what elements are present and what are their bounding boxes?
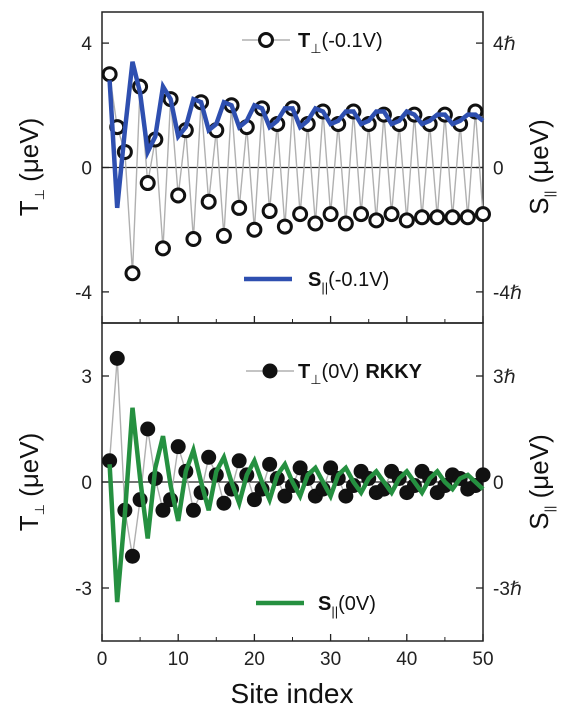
t-open-point [414,209,431,226]
top-left-ylabel-sub: ⊥ [32,189,47,200]
right-tick-label: -3ℏ [493,579,522,600]
legend-t0-label: T⊥(0V) RKKY [298,361,423,387]
legend-filled-circle-marker [262,363,278,379]
t-filled-point [323,460,339,476]
left-tick-label: -3 [75,579,92,600]
x-tick-label: 10 [168,649,189,670]
t-filled-point [216,495,232,511]
t-filled-point [338,488,354,504]
legend-s0-label: S||(0V) [318,593,376,619]
bottom-right-ylabel-sub: || [542,506,557,513]
t-open-point [124,265,141,282]
t-open-point [154,240,171,257]
t-filled-point [140,421,156,437]
left-tick-label: 3 [81,367,92,388]
left-tick-label: 4 [81,34,92,55]
t-open-point [307,215,324,232]
s-series-line [107,61,485,209]
x-tick-label: 0 [97,649,108,670]
t-filled-point [467,478,483,494]
t-open-point [398,212,415,229]
t-open-point [368,212,385,229]
t-open-point [429,209,446,226]
t-open-point [185,231,202,248]
bottom-panel: -3 0 3 -3ℏ 0 3ℏ 0 10 20 30 40 50 [75,350,522,670]
t-open-point [261,203,278,220]
t-open-point [337,215,354,232]
t-open-point [231,199,248,216]
t-filled-point [201,449,217,465]
t-open-point [246,221,263,238]
right-tick-label: 0 [493,473,504,494]
t-open-point [170,187,187,204]
t-filled-point [170,439,186,455]
x-axis-label: Site index [231,678,354,709]
t-filled-point [124,548,140,564]
bottom-right-ylabel: S|| (μeV) [524,434,557,529]
t-open-point [101,66,118,83]
t-open-point [459,209,476,226]
t-open-point [276,218,293,235]
t-filled-point [231,453,247,469]
top-legend: T⊥(-0.1V) S||(-0.1V) [242,30,389,295]
legend-s-label: S||(-0.1V) [308,269,389,295]
t-open-point [353,206,370,223]
x-tick-label: 50 [472,649,493,670]
legend-open-circle-marker [258,32,274,48]
t-open-point [475,206,491,223]
t-open-point [139,175,156,192]
t-open-point [322,206,339,223]
t-filled-point [155,502,171,518]
top-right-ylabel-sub: || [542,191,557,198]
right-tick-label: 4ℏ [493,34,516,55]
t-open-point [292,206,309,223]
t-filled-point [246,492,262,508]
top-left-ylabel: T⊥ (μeV) [14,118,47,217]
legend-t-label: T⊥(-0.1V) [298,30,383,56]
left-tick-label: 0 [81,473,92,494]
x-tick-label: 40 [396,649,417,670]
t-filled-point [292,460,308,476]
x-tick-label: 30 [320,649,341,670]
t-filled-point [277,488,293,504]
right-tick-label: -4ℏ [493,283,522,304]
right-tick-label: 3ℏ [493,367,516,388]
top-right-ylabel: S|| (μeV) [524,119,557,214]
left-tick-label: -4 [75,283,92,304]
t-open-point [215,227,232,244]
t-filled-point [185,502,201,518]
left-tick-label: 0 [81,159,92,180]
t-filled-point [475,467,491,483]
right-tick-label: 0 [493,159,504,180]
x-tick-label: 20 [244,649,265,670]
s-series-line [107,407,485,603]
top-panel: -4 0 4 -4ℏ 0 4ℏ [75,34,522,323]
t-filled-point [262,456,278,472]
bottom-left-ylabel-sub: ⊥ [32,504,47,515]
t-open-point [200,193,217,210]
bottom-legend: T⊥(0V) RKKY S||(0V) [246,361,423,619]
t-filled-point [102,453,118,469]
t-open-point [383,206,400,223]
t-open-point [444,209,461,226]
bottom-left-ylabel: T⊥ (μeV) [14,433,47,532]
t-filled-point [437,478,453,494]
t-filled-point [109,350,125,366]
